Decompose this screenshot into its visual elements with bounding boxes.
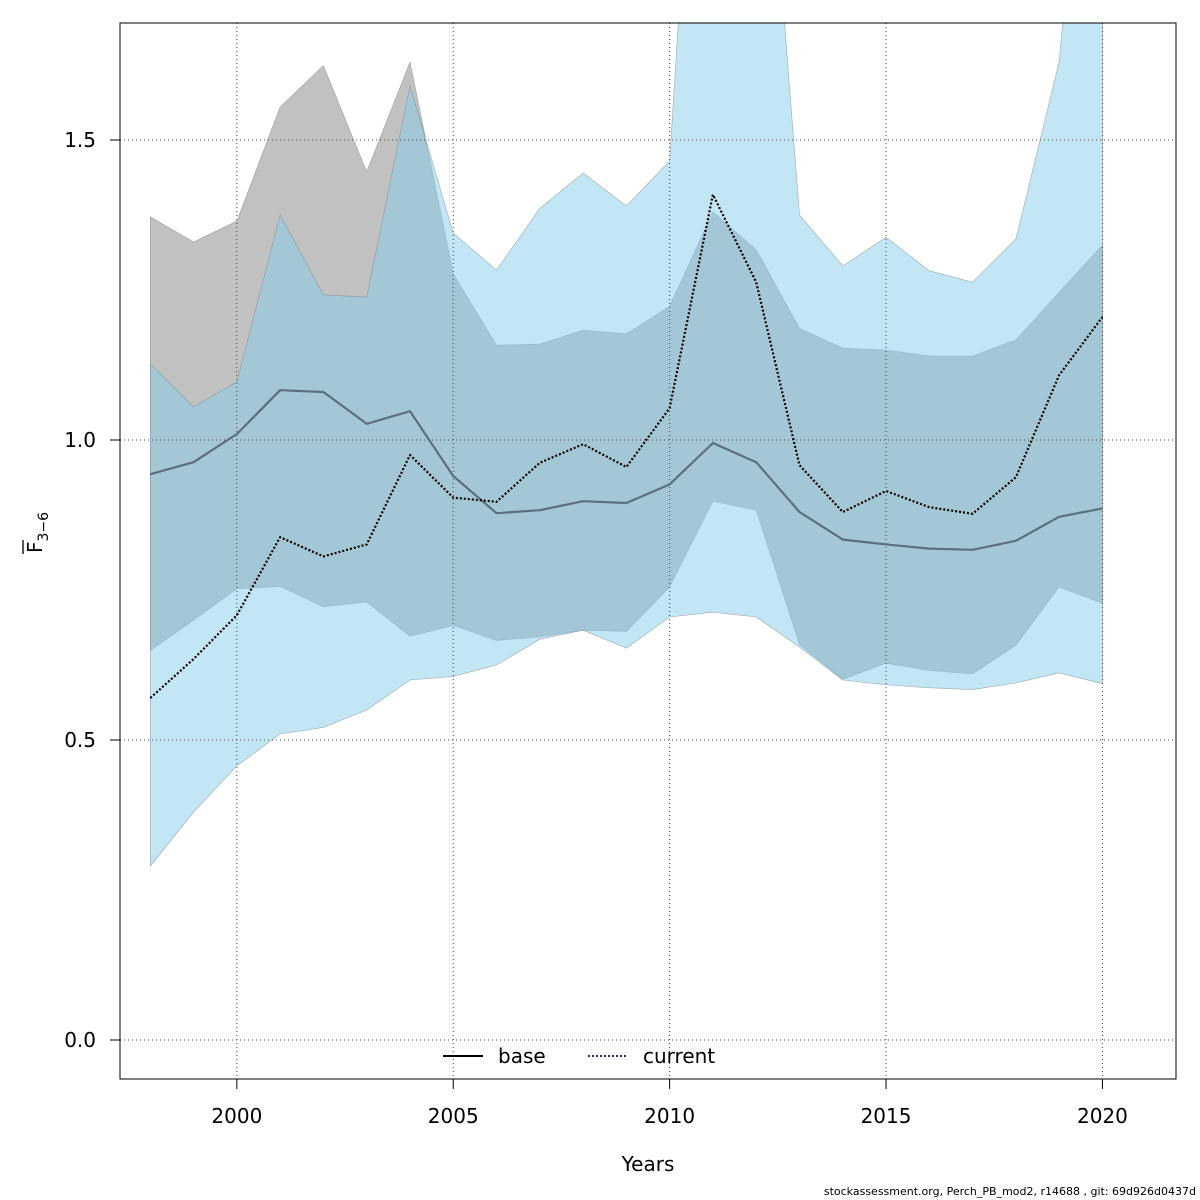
x-tick-label-2000: 2000 [211,1104,262,1128]
y-axis: 0.0 0.5 1.0 1.5 [64,128,120,1052]
x-tick-label-2015: 2015 [861,1104,912,1128]
y-tick-label-1: 0.5 [64,728,96,752]
x-axis-title: Years [621,1152,675,1176]
y-axis-title-subscript: 3−6 [36,512,52,542]
y-tick-label-2: 1.0 [64,428,96,452]
series-lines [149,193,1104,699]
footer-credit: stockassessment.org, Perch_PB_mod2, r146… [823,1185,1196,1198]
y-axis-title: F3−6 [22,512,52,554]
plot-frame [119,22,1177,1080]
x-tick-label-2010: 2010 [644,1104,695,1128]
line-base [150,389,1103,551]
x-tick-label-2005: 2005 [428,1104,479,1128]
confidence-bands [150,23,1103,867]
x-axis: 2000 2005 2010 2015 2020 [211,1079,1128,1128]
x-tick-label-2020: 2020 [1077,1104,1128,1128]
legend: base current [443,1044,715,1068]
legend-label-base: base [498,1044,546,1068]
svg-text:F3−6: F3−6 [23,512,52,553]
y-tick-label-3: 1.5 [64,128,96,152]
legend-label-current: current [643,1044,715,1068]
gridlines [120,23,1176,1079]
line-current [149,193,1104,699]
y-axis-title-main: F [23,541,47,553]
y-tick-label-0: 0.0 [64,1028,96,1052]
